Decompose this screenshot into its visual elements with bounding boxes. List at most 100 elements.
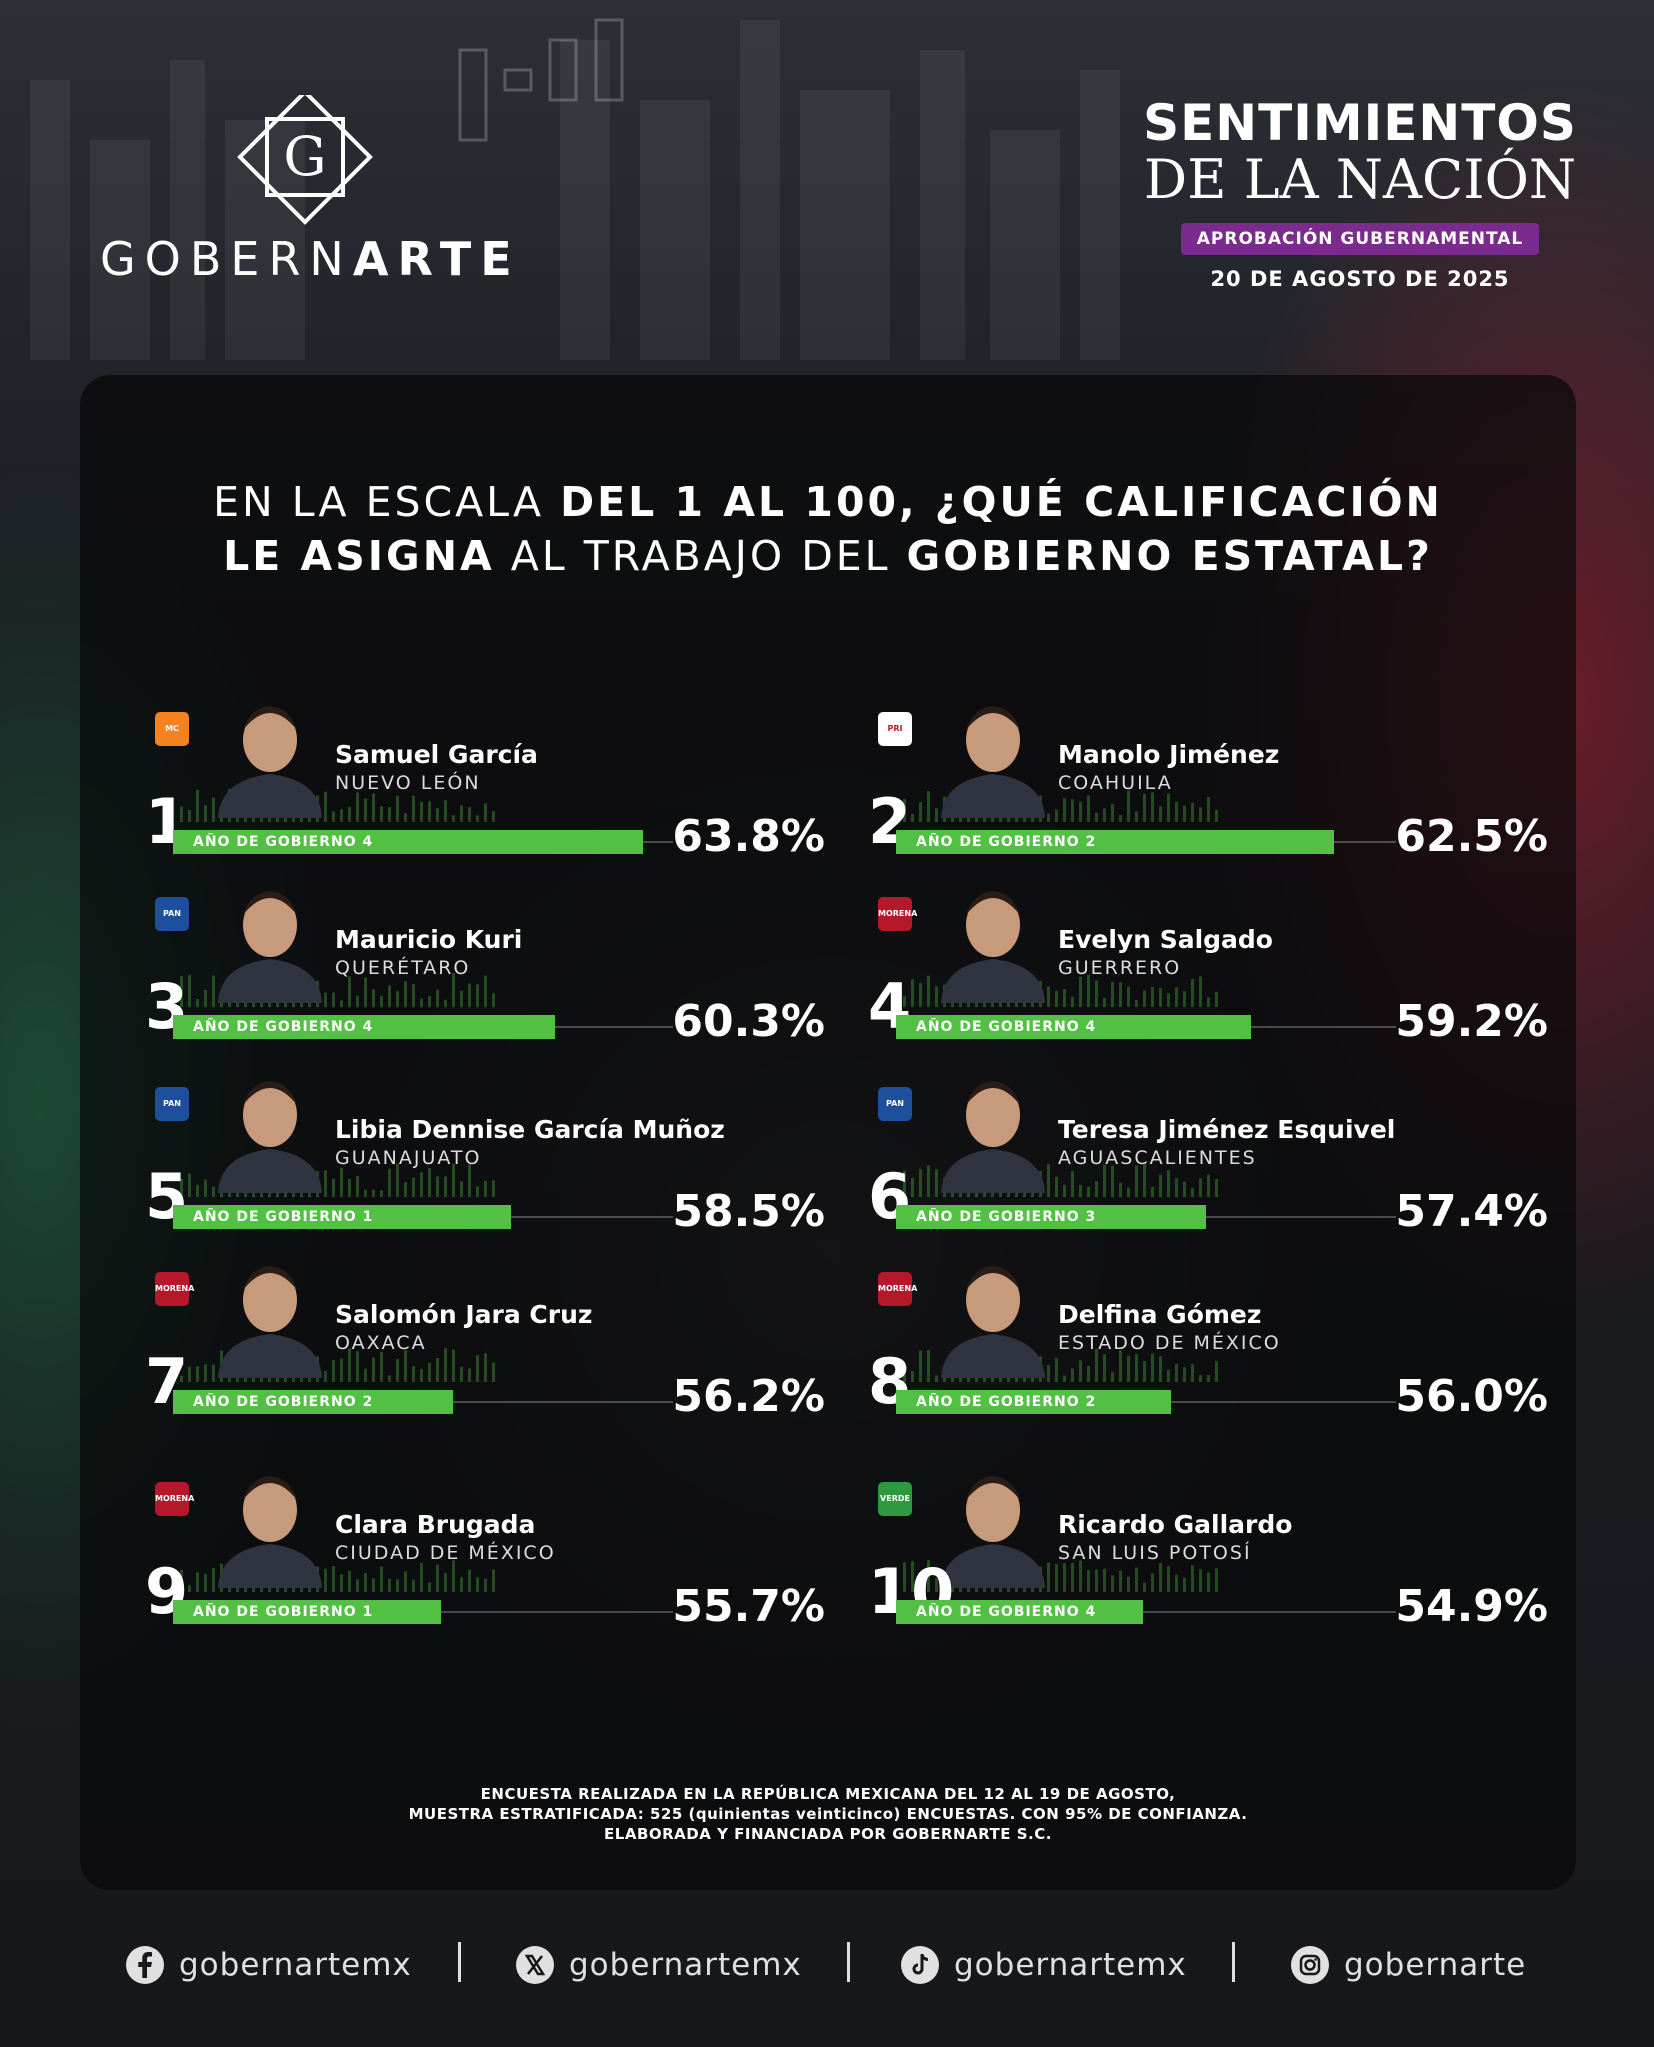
sparkline-tick	[484, 803, 487, 822]
sparkline-tick	[340, 1167, 343, 1197]
sparkline-tick	[927, 1350, 930, 1382]
sparkline-tick	[372, 989, 375, 1007]
social-facebook[interactable]: gobernartemx	[125, 1935, 412, 1995]
governor-name: Manolo Jiménez	[1058, 740, 1280, 769]
sparkline-tick	[927, 791, 930, 822]
sparkline-tick	[1071, 996, 1074, 1007]
sparkline-tick	[1215, 1178, 1218, 1197]
sparkline-tick	[927, 975, 930, 1007]
sparkline-tick	[919, 1350, 922, 1382]
governor-portrait	[941, 706, 1045, 818]
sparkline-tick	[935, 1578, 938, 1592]
sparkline-tick	[1047, 1164, 1050, 1197]
party-logo-text: MORENA	[878, 1284, 918, 1293]
sparkline-tick	[1151, 792, 1154, 822]
sparkline-tick	[436, 1564, 439, 1592]
sparkline-tick	[1143, 1582, 1146, 1592]
sparkline-tick	[1055, 1564, 1058, 1592]
sparkline-tick	[1055, 1357, 1058, 1382]
sparkline-tick	[1031, 815, 1034, 822]
bar-track: AÑO DE GOBIERNO 1	[173, 1600, 673, 1624]
sparkline-tick	[196, 1572, 199, 1592]
sparkline-tick	[1071, 799, 1074, 822]
sparkline-tick	[1119, 1350, 1122, 1382]
sparkline-tick	[935, 1169, 938, 1197]
logo-letter: G	[283, 125, 326, 188]
sparkline-tick	[935, 986, 938, 1007]
sparkline-tick	[340, 1574, 343, 1592]
sparkline-tick	[332, 1566, 335, 1592]
sparkline-tick	[412, 1579, 415, 1592]
sparkline-tick	[1111, 1165, 1114, 1197]
sparkline-tick	[412, 795, 415, 822]
sparkline-tick	[927, 1559, 930, 1592]
governor-portrait	[941, 1266, 1045, 1378]
sparkline-tick	[404, 981, 407, 1007]
social-x[interactable]: gobernartemx	[515, 1935, 802, 1995]
sparkline-tick	[1151, 1573, 1154, 1592]
party-logo-text: MC	[165, 724, 179, 733]
sparkline-tick	[212, 1186, 215, 1197]
approval-bar	[896, 1205, 1206, 1229]
sparkline-tick	[380, 1351, 383, 1382]
sparkline-tick	[1055, 809, 1058, 822]
sparkline-tick	[372, 1357, 375, 1382]
sparkline-tick	[1183, 991, 1186, 1007]
social-tiktok[interactable]: gobernartemx	[900, 1935, 1187, 1995]
sparkline-tick	[919, 1584, 922, 1592]
governor-name: Clara Brugada	[335, 1510, 536, 1539]
sparkline-tick	[348, 1178, 351, 1197]
sparkline-tick	[1159, 1562, 1162, 1592]
sparkline-tick	[444, 800, 447, 822]
sparkline-tick	[420, 801, 423, 822]
party-logo-icon: PRI	[878, 712, 912, 746]
sparkline-tick	[388, 985, 391, 1007]
ranking-entry: PRI Manolo Jiménez COAHUILA 2 AÑO DE GOBIERN…	[868, 690, 1568, 862]
sparkline-tick	[983, 815, 986, 822]
sparkline-tick	[372, 1189, 375, 1197]
sparkline-tick	[204, 1179, 207, 1197]
social-instagram[interactable]: gobernarte	[1290, 1935, 1526, 1995]
sparkline-tick	[1111, 1371, 1114, 1382]
sparkline-tick	[492, 993, 495, 1007]
party-logo-icon: MORENA	[878, 1272, 918, 1306]
governor-name: Mauricio Kuri	[335, 925, 523, 954]
party-logo-text: PAN	[885, 1099, 904, 1108]
sparkline-tick	[1079, 1360, 1082, 1382]
sparkline-tick	[180, 976, 183, 1007]
sparkline-tick	[412, 1366, 415, 1382]
sparkline-tick	[356, 1351, 359, 1382]
sparkline-tick	[1159, 988, 1162, 1007]
ranking-entry: MORENA Salomón Jara Cruz OAXACA 7 AÑO DE GOB…	[145, 1250, 845, 1422]
header-title-line1: SENTIMIENTOS	[1143, 94, 1577, 152]
sparkline-tick	[1111, 803, 1114, 822]
sparkline-tick	[364, 1189, 367, 1197]
approval-bar	[896, 1390, 1171, 1414]
sparkline-tick	[1183, 805, 1186, 822]
sparkline-tick	[1175, 1178, 1178, 1197]
bar-track: AÑO DE GOBIERNO 4	[896, 1015, 1396, 1039]
sparkline-tick	[1191, 802, 1194, 822]
methodology-line1: ENCUESTA REALIZADA EN LA REPÚBLICA MEXIC…	[480, 1785, 1176, 1803]
x-icon	[516, 1946, 554, 1984]
divider	[458, 1942, 461, 1982]
sparkline-tick	[1151, 987, 1154, 1007]
sparkline-tick	[356, 792, 359, 822]
sparkline-tick	[1127, 790, 1130, 822]
sparkline-tick	[1047, 986, 1050, 1007]
gobernarte-logo: G	[237, 95, 373, 225]
sparkline-tick	[188, 1585, 191, 1592]
party-logo-icon: PAN	[155, 1087, 189, 1121]
sparkline-tick	[372, 1578, 375, 1592]
bar-baseline	[896, 1611, 1396, 1613]
sparkline-tick	[1207, 796, 1210, 822]
sparkline-tick	[1095, 812, 1098, 822]
sparkline-tick	[1199, 1569, 1202, 1592]
sparkline-tick	[492, 1180, 495, 1197]
sparkline-tick	[911, 1561, 914, 1592]
governor-portrait	[218, 891, 322, 1003]
party-logo-text: MORENA	[878, 909, 918, 918]
facebook-icon	[126, 1946, 164, 1984]
sparkline-tick	[484, 1578, 487, 1592]
sparkline-tick	[1151, 1186, 1154, 1197]
